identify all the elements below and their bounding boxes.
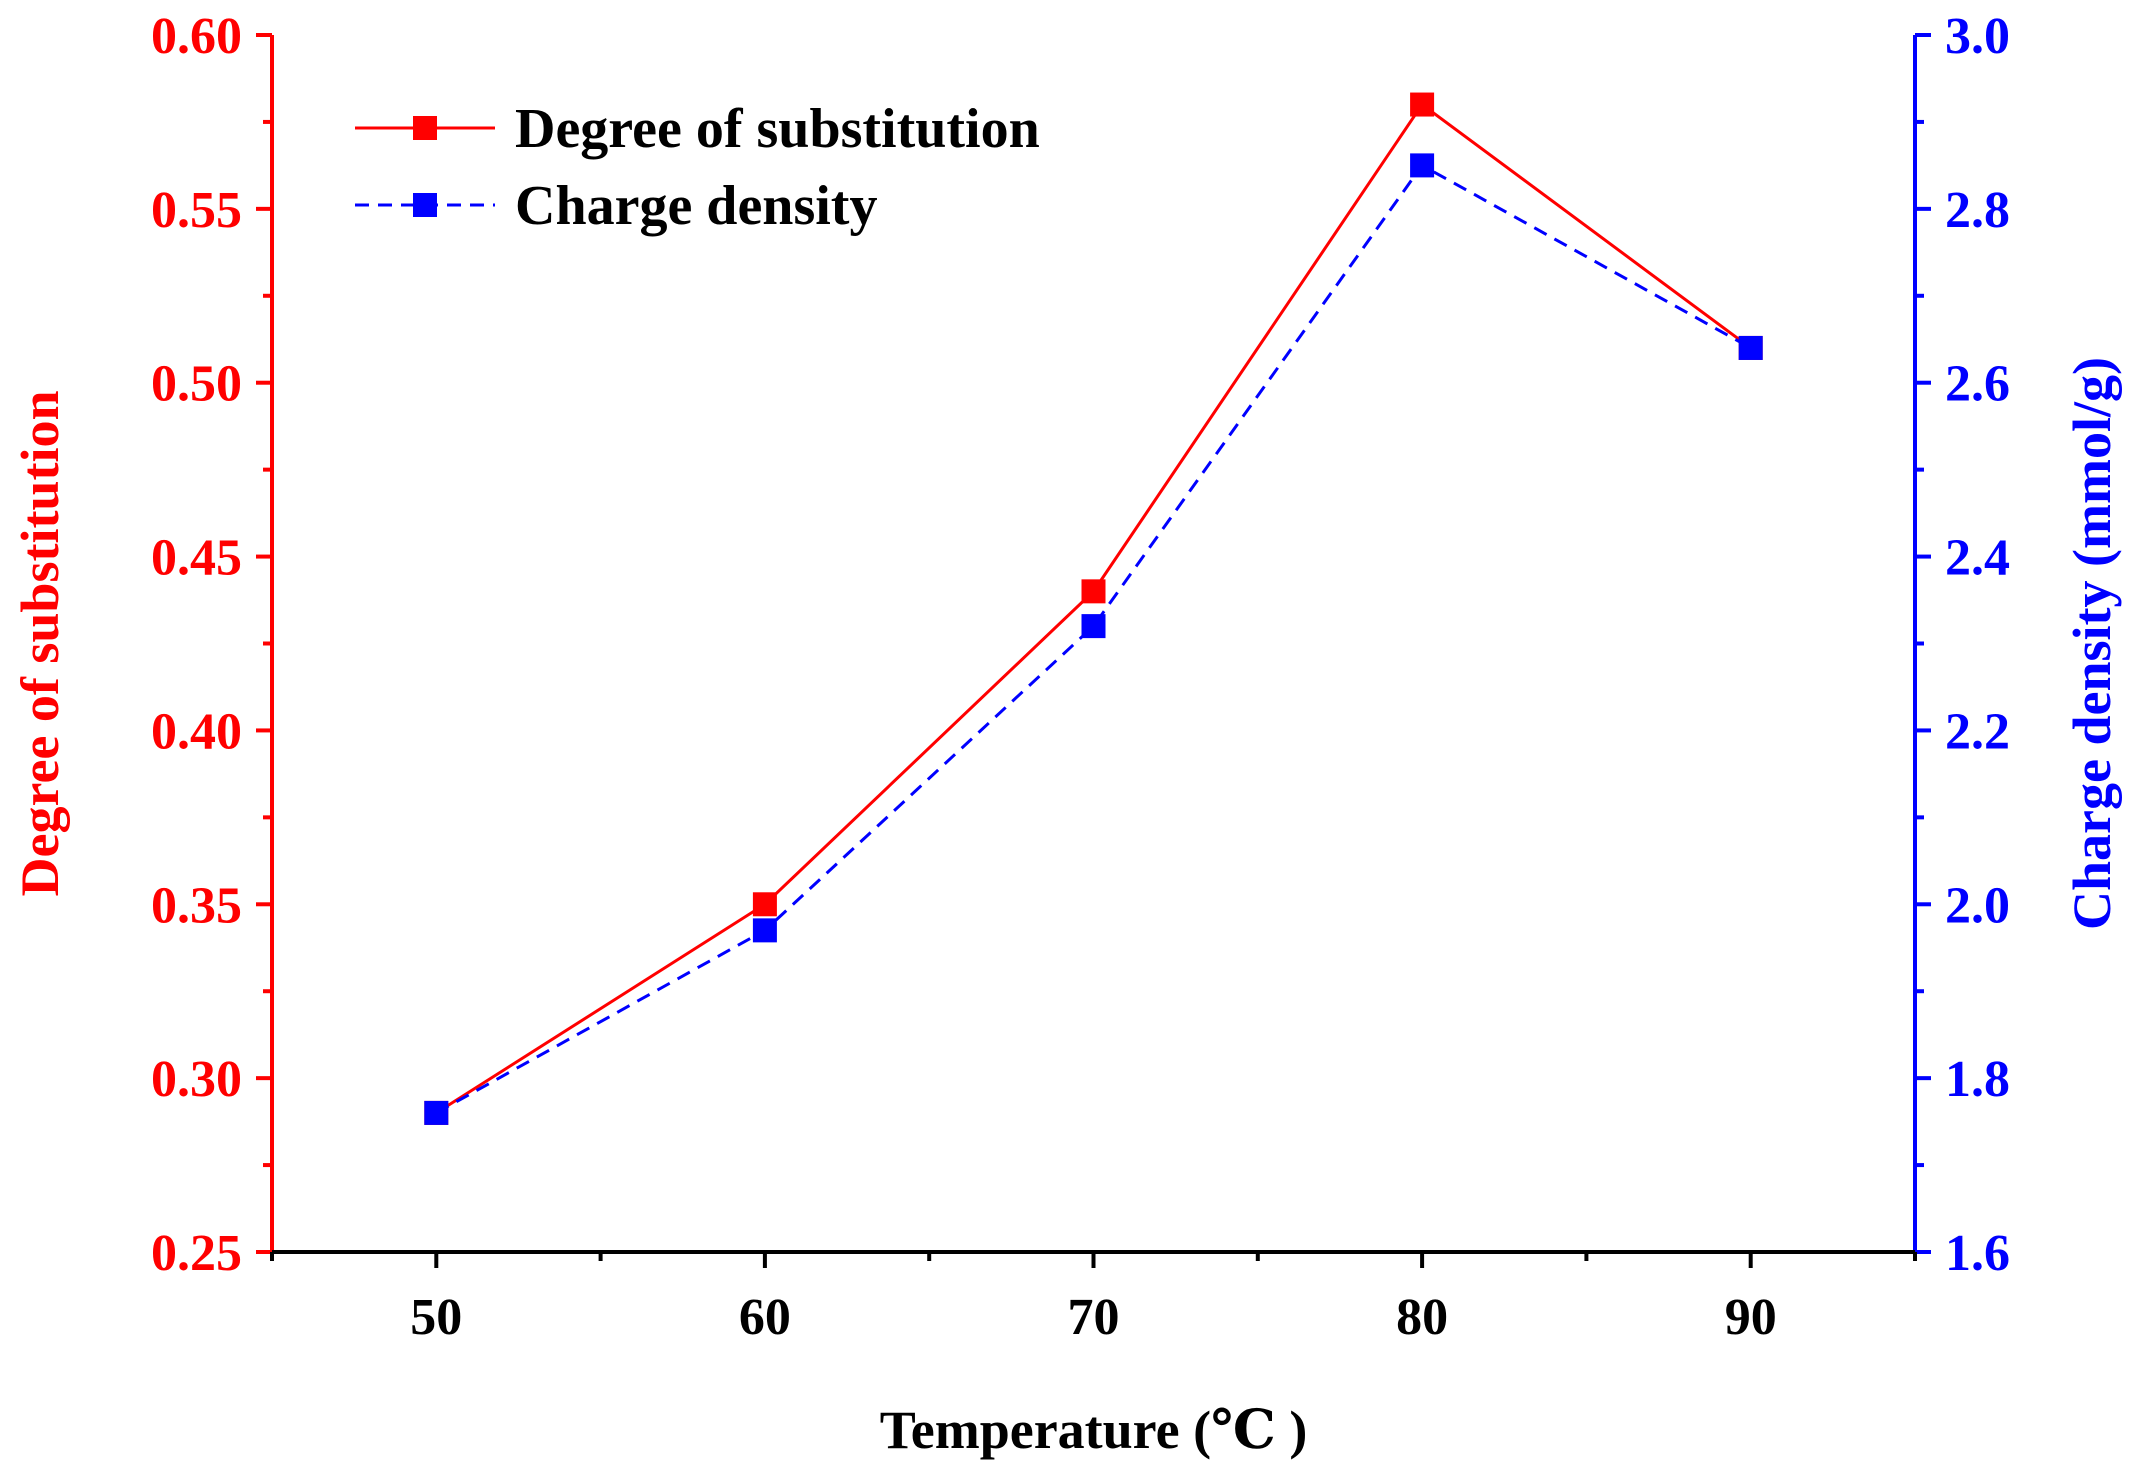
legend: Degree of substitution Charge density [355, 98, 1040, 237]
x-axis-tick-label: 80 [1396, 1289, 1448, 1346]
x-axis-tick-label: 70 [1068, 1289, 1120, 1346]
right-axis-tick-label: 1.8 [1945, 1051, 2010, 1108]
right-axis-tick-label: 3.0 [1945, 8, 2010, 65]
x-axis-tick-label: 50 [410, 1289, 462, 1346]
series-line-charge-density [435, 163, 1752, 1115]
right-axis-tick-label: 2.8 [1945, 182, 2010, 239]
data-point-degree-of-substitution-60 [752, 892, 777, 917]
legend-marker-charge-density [413, 193, 437, 217]
legend-marker-degree-of-substitution [413, 116, 437, 140]
data-point-degree-of-substitution-80 [1410, 92, 1435, 117]
x-axis-tick-label: 60 [739, 1289, 791, 1346]
series-layer [424, 92, 1763, 1125]
data-point-degree-of-substitution-70 [1081, 579, 1106, 604]
data-point-charge-density-60 [752, 918, 777, 943]
left-axis-tick-label: 0.40 [151, 703, 242, 760]
right-axis-tick-label: 2.2 [1945, 703, 2010, 760]
data-point-charge-density-70 [1081, 614, 1106, 639]
left-axis-tick-label: 0.55 [151, 182, 242, 239]
data-point-charge-density-50 [424, 1100, 449, 1125]
right-axis-title: Charge density (mmol/g) [2062, 357, 2122, 930]
legend-label-degree-of-substitution: Degree of substitution [515, 98, 1040, 160]
axes-layer: 0.25 0.30 0.35 0.40 0.45 0.50 0.55 0.60 1.6 1.8 2.… [10, 8, 2122, 1460]
left-axis-tick-label: 0.50 [151, 356, 242, 413]
left-axis-tick-label: 0.30 [151, 1051, 242, 1108]
series-line-degree-of-substitution [435, 102, 1752, 1115]
x-axis-title: Temperature (℃ ) [880, 1400, 1308, 1460]
left-axis-tick-label: 0.60 [151, 8, 242, 65]
left-axis-tick-label: 0.45 [151, 530, 242, 587]
right-axis-tick-label: 2.0 [1945, 877, 2010, 934]
right-axis-tick-label: 1.6 [1945, 1225, 2010, 1282]
right-axis-tick-label: 2.6 [1945, 356, 2010, 413]
left-axis-tick-label: 0.25 [151, 1225, 242, 1282]
right-axis-tick-label: 2.4 [1945, 530, 2010, 587]
left-axis-title: Degree of substitution [10, 391, 70, 897]
legend-label-charge-density: Charge density [515, 175, 877, 237]
data-point-charge-density-90 [1738, 335, 1763, 360]
x-axis-tick-label: 90 [1725, 1289, 1777, 1346]
data-point-charge-density-80 [1410, 153, 1435, 178]
left-axis-tick-label: 0.35 [151, 877, 242, 934]
